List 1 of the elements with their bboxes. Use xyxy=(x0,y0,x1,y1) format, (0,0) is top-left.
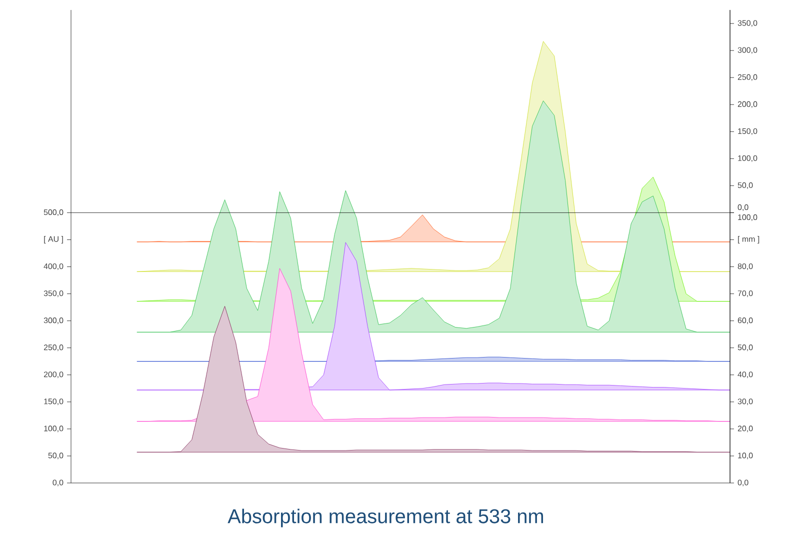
text: Absorption measurement at 533 nm xyxy=(228,508,544,528)
